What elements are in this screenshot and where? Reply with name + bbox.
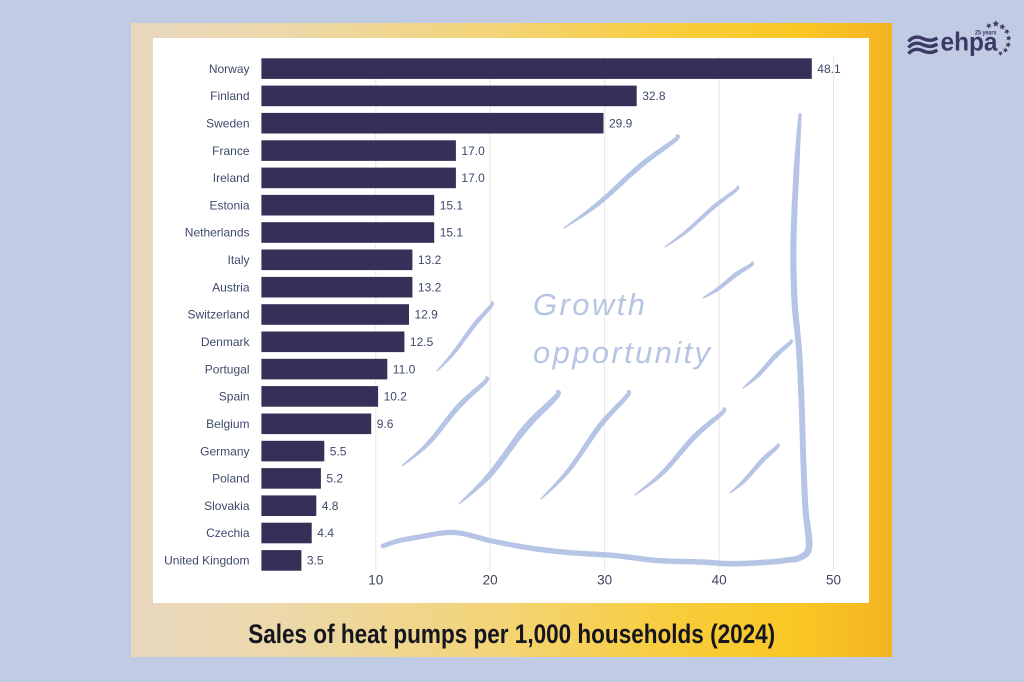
svg-text:40: 40	[712, 573, 727, 588]
svg-text:Ireland: Ireland	[213, 171, 250, 185]
svg-text:30: 30	[597, 573, 612, 588]
svg-text:13.2: 13.2	[418, 253, 442, 267]
svg-text:Czechia: Czechia	[206, 526, 250, 540]
svg-text:10.2: 10.2	[384, 390, 408, 404]
svg-text:15.1: 15.1	[440, 226, 464, 240]
svg-text:Sales of heat pumps per 1,000: Sales of heat pumps per 1,000 households…	[248, 619, 775, 649]
svg-text:13.2: 13.2	[418, 280, 442, 294]
svg-text:48.1: 48.1	[817, 62, 841, 76]
svg-text:3.5: 3.5	[307, 554, 324, 568]
svg-text:Norway: Norway	[209, 62, 250, 76]
svg-text:32.8: 32.8	[642, 89, 666, 103]
svg-text:opportunity: opportunity	[533, 335, 713, 370]
svg-text:Poland: Poland	[212, 472, 249, 486]
svg-text:Netherlands: Netherlands	[185, 226, 250, 240]
svg-text:Germany: Germany	[200, 444, 249, 458]
svg-text:United Kingdom: United Kingdom	[164, 554, 249, 568]
svg-text:Finland: Finland	[210, 89, 249, 103]
svg-text:Slovakia: Slovakia	[204, 499, 250, 513]
svg-text:12.9: 12.9	[415, 308, 439, 322]
svg-text:11.0: 11.0	[393, 362, 416, 376]
svg-text:15.1: 15.1	[440, 198, 464, 212]
svg-text:Portugal: Portugal	[205, 362, 250, 376]
svg-text:Italy: Italy	[227, 253, 249, 267]
svg-text:Estonia: Estonia	[209, 198, 249, 212]
svg-text:Sweden: Sweden	[206, 116, 249, 130]
svg-text:Growth: Growth	[533, 287, 645, 322]
svg-text:29.9: 29.9	[609, 116, 633, 130]
svg-text:20: 20	[483, 573, 498, 588]
svg-text:Denmark: Denmark	[201, 335, 251, 349]
svg-text:4.4: 4.4	[317, 526, 334, 540]
svg-text:Austria: Austria	[212, 280, 250, 294]
svg-text:17.0: 17.0	[461, 171, 485, 185]
svg-text:10: 10	[368, 573, 383, 588]
svg-text:ehpa: ehpa	[941, 27, 999, 57]
svg-text:Belgium: Belgium	[206, 417, 249, 431]
svg-text:Switzerland: Switzerland	[187, 308, 249, 322]
svg-text:4.8: 4.8	[322, 499, 339, 513]
svg-text:5.2: 5.2	[326, 472, 343, 486]
svg-text:5.5: 5.5	[330, 444, 347, 458]
svg-text:Spain: Spain	[219, 390, 250, 404]
svg-text:France: France	[212, 144, 250, 158]
svg-text:9.6: 9.6	[377, 417, 394, 431]
svg-text:50: 50	[826, 573, 841, 588]
svg-text:25 years: 25 years	[975, 30, 997, 37]
svg-text:12.5: 12.5	[410, 335, 434, 349]
svg-text:17.0: 17.0	[461, 144, 485, 158]
